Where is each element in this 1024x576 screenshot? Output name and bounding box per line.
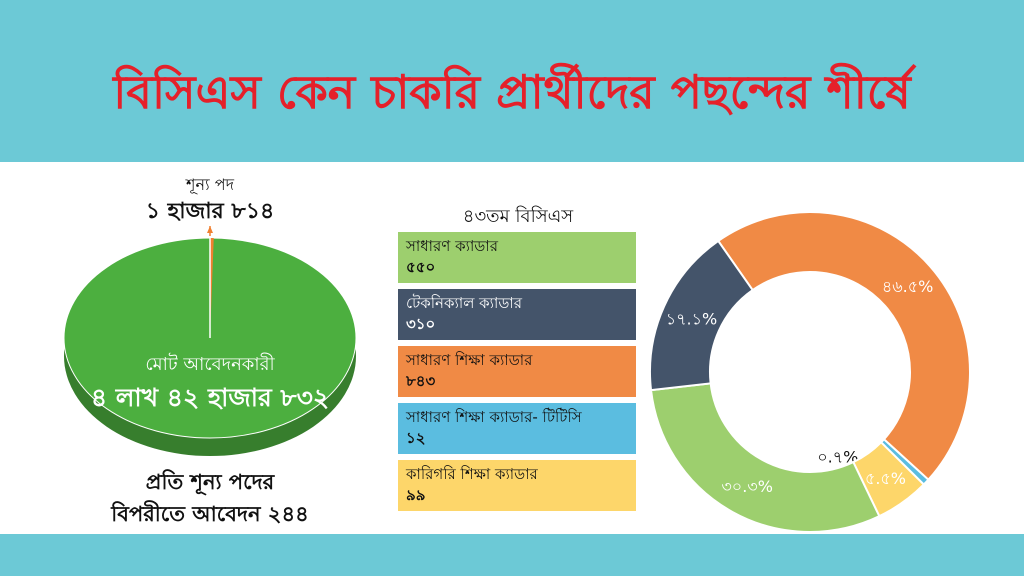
applicants-label: মোট আবেদনকারী [145,354,275,375]
legend-item-name: সাধারণ ক্যাডার [406,237,498,255]
vacancy-label: শূন্য পদ [185,175,234,194]
donut-slice-label: ৩০.৩% [721,477,773,496]
page-title: বিসিএস কেন চাকরি প্রার্থীদের পছন্দের শীর… [113,65,911,119]
donut-slice [649,382,881,533]
applicants-value: ৪ লাখ ৪২ হাজার ৮৩২ [90,383,330,412]
vacancy-value: ১ হাজার ৮১৪ [145,199,275,224]
legend-item-value: ১২ [406,429,426,447]
legend-item: সাধারণ ক্যাডার ৫৫০ [398,232,636,283]
donut-slice-label: ৪৬.৫% [882,277,933,296]
legend-item-name: সাধারণ শিক্ষা ক্যাডার [406,351,533,369]
ratio-text: প্রতি শূন্য পদের বিপরীতে আবেদন ২৪৪ [60,466,360,530]
header-band [0,0,1024,162]
legend-item-value: ৫৫০ [406,258,436,276]
bcs-heading: ৪৩তম বিসিএস [462,206,574,227]
legend-item: সাধারণ শিক্ষা ক্যাডার- টিটিসি ১২ [398,403,636,454]
donut-slice [716,212,971,482]
legend-item: কারিগরি শিক্ষা ক্যাডার ৯৯ [398,460,636,511]
donut-slice [649,239,755,392]
legend-item: টেকনিক্যাল ক্যাডার ৩১০ [398,289,636,340]
cadre-legend: সাধারণ ক্যাডার ৫৫০ টেকনিক্যাল ক্যাডার ৩১০ সা… [398,232,636,517]
legend-item-name: টেকনিক্যাল ক্যাডার [406,294,522,312]
cadre-donut-chart: ৪৬.৫% ০.৭% ৫.৫% ৩০.৩% ১৭.১% [649,212,971,533]
footer-band [0,534,1024,576]
legend-item-value: ৯৯ [406,486,426,504]
legend-item-name: কারিগরি শিক্ষা ক্যাডার [406,465,538,483]
applicants-pie-chart [63,226,357,456]
donut-slice-label: ৫.৫% [865,469,906,488]
legend-item-name: সাধারণ শিক্ষা ক্যাডার- টিটিসি [406,408,582,426]
pie-slice-vacancies [210,238,214,338]
donut-slice-label: ১৭.১% [666,310,717,329]
legend-item: সাধারণ শিক্ষা ক্যাডার ৮৪৩ [398,346,636,397]
ratio-line-2: বিপরীতে আবেদন ২৪৪ [111,502,309,526]
ratio-line-1: প্রতি শূন্য পদের [145,470,275,494]
legend-item-value: ৩১০ [406,315,436,333]
vacancy-pointer-arrow [207,226,213,233]
donut-slice-label: ০.৭% [817,447,858,466]
legend-item-value: ৮৪৩ [406,372,436,390]
